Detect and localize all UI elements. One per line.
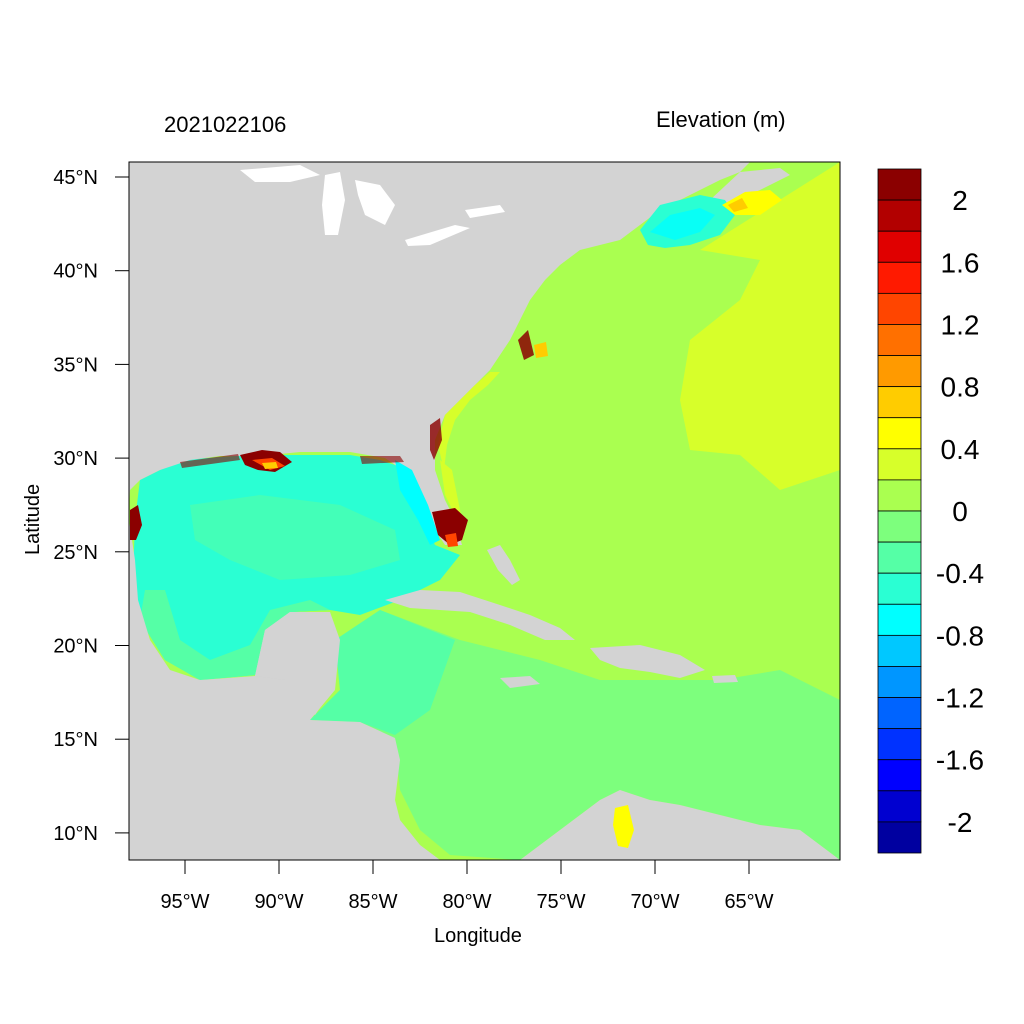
lake-huron (355, 180, 395, 225)
x-tick-label: 65°W (724, 891, 773, 913)
surge-big-bend (360, 456, 404, 464)
gulf-central-band (190, 495, 400, 580)
x-axis: 95°W 90°W 85°W 80°W 75°W 70°W 65°W (160, 860, 774, 913)
variable-label: Elevation (m) (656, 107, 786, 132)
y-tick-label: 30°N (53, 448, 98, 470)
y-axis: 45°N 40°N 35°N 30°N 25°N 20°N 15°N 10°N (53, 167, 129, 845)
yucatan-peninsula-land (255, 612, 335, 715)
jamaica-land (500, 676, 540, 688)
colorbar-swatch (877, 572, 922, 605)
colorbar-swatch (877, 261, 922, 294)
colorbar-labels: 2 1.6 1.2 0.8 0.4 0 -0.4 -0.8 -1.2 -1.6 -2 (936, 185, 984, 838)
colorbar (877, 168, 922, 854)
map-area (129, 162, 840, 860)
colorbar-label: 0 (952, 496, 968, 527)
colorbar-swatch (877, 666, 922, 698)
colorbar-swatch (877, 603, 922, 636)
colorbar-label: 2 (952, 185, 968, 216)
gulf-outer-band (140, 590, 330, 680)
colorbar-label: -0.4 (936, 558, 984, 589)
surge-louisiana-low (262, 462, 278, 469)
land-masses (129, 162, 840, 860)
surge-texas (130, 505, 142, 540)
puerto-rico-land (712, 675, 738, 683)
colorbar-label: 1.6 (941, 247, 980, 278)
east-coast-band (438, 372, 500, 470)
storm-surge (130, 330, 548, 547)
y-tick-label: 10°N (53, 823, 98, 845)
y-tick-label: 45°N (53, 167, 98, 189)
lake-erie (405, 225, 470, 246)
x-tick-label: 85°W (348, 891, 397, 913)
colorbar-swatch (877, 728, 922, 761)
great-lakes (240, 165, 505, 246)
colorbar-swatch (877, 697, 922, 730)
lake-superior (240, 165, 320, 182)
y-tick-label: 25°N (53, 542, 98, 564)
y-tick-label: 20°N (53, 636, 98, 658)
colorbar-swatch (877, 199, 922, 232)
colorbar-label: 1.2 (941, 309, 980, 340)
surge-south-florida (432, 508, 468, 545)
colorbar-swatch (877, 324, 922, 356)
colorbar-label: 0.8 (941, 372, 980, 403)
mexico-central-america-land (129, 520, 440, 860)
lake-michigan (322, 172, 345, 235)
colorbar-swatch (877, 355, 922, 388)
x-tick-label: 90°W (254, 891, 303, 913)
florida-east-shelf (440, 460, 462, 520)
colorbar-label: -0.8 (936, 620, 984, 651)
colorbar-swatch (877, 448, 922, 481)
colorbar-swatch (877, 230, 922, 263)
x-tick-label: 80°W (442, 891, 491, 913)
colorbar-label: 0.4 (941, 434, 980, 465)
y-tick-label: 40°N (53, 261, 98, 283)
south-america-land (520, 790, 840, 860)
x-tick-label: 95°W (160, 891, 209, 913)
bahamas-land (487, 545, 520, 585)
colorbar-swatch (877, 417, 922, 450)
x-tick-label: 70°W (630, 891, 679, 913)
colorbar-swatch (877, 634, 922, 667)
y-tick-label: 15°N (53, 729, 98, 751)
y-tick-label: 35°N (53, 354, 98, 376)
x-axis-title: Longitude (434, 925, 522, 947)
surge-georgia (430, 418, 442, 460)
surge-florida-tip (445, 533, 458, 547)
colorbar-label: -1.6 (936, 745, 984, 776)
colorbar-swatch (877, 510, 922, 543)
hispaniola-land (590, 645, 705, 678)
colorbar-label: -2 (948, 807, 973, 838)
colorbar-swatch (877, 479, 922, 512)
colorbar-swatch (877, 790, 922, 823)
lake-ontario (465, 205, 505, 218)
date-label: 2021022106 (164, 112, 287, 137)
surge-gulf-coast (180, 454, 240, 468)
nova-scotia-land (710, 168, 790, 205)
bay-of-fundy-core (728, 198, 748, 212)
surge-chesapeake (518, 330, 534, 360)
colorbar-swatch (877, 386, 922, 419)
colorbar-swatch (877, 168, 922, 201)
florida-west-shelf (395, 460, 440, 545)
y-axis-title: Latitude (22, 483, 44, 555)
x-tick-label: 75°W (536, 891, 585, 913)
surge-chesapeake-low (534, 342, 548, 358)
colorbar-swatch (877, 541, 922, 574)
colorbar-swatch (877, 821, 922, 854)
northeast-anomaly-region (680, 162, 840, 490)
north-america-land (129, 162, 750, 545)
colorbar-swatch (877, 759, 922, 792)
western-caribbean (310, 610, 455, 735)
colorbar-label: -1.2 (936, 683, 984, 714)
gulf-of-maine-inner (650, 208, 715, 240)
map-frame (128, 161, 841, 861)
cuba-land (385, 590, 575, 640)
lake-maracaibo (613, 805, 634, 848)
colorbar-swatch (877, 292, 922, 325)
